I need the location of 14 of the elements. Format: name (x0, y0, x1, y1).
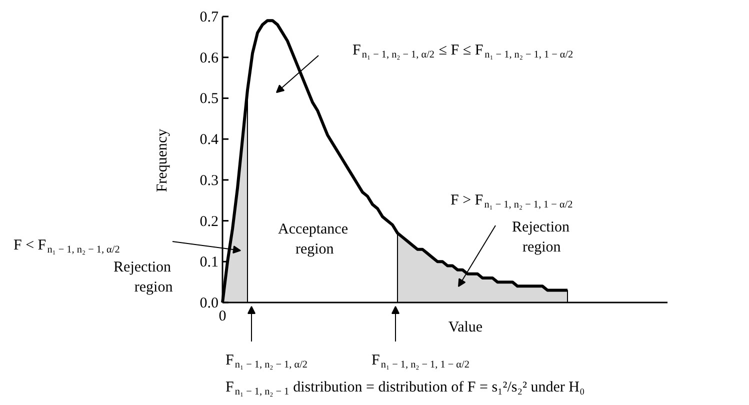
text: Rejection region (114, 259, 174, 296)
y-tick-label: 0.5 (200, 91, 218, 108)
y-tick-label: 0.1 (200, 254, 218, 271)
y-tick-label: 0.0 (200, 296, 218, 312)
y-axis-title: Frequency (154, 128, 170, 192)
y-tick-label: 0.6 (200, 50, 219, 66)
y-tick-label: 0.2 (200, 214, 218, 230)
y-tick-label: 0.3 (200, 172, 218, 189)
x-axis-title: Value (448, 320, 483, 336)
y-tick-label: 0.4 (200, 132, 219, 148)
annotation: Acceptance region (278, 221, 348, 258)
annotation: Rejection region (512, 219, 570, 256)
x-tick-label: 0 (218, 308, 226, 324)
y-tick-label: 0.7 (200, 10, 219, 26)
